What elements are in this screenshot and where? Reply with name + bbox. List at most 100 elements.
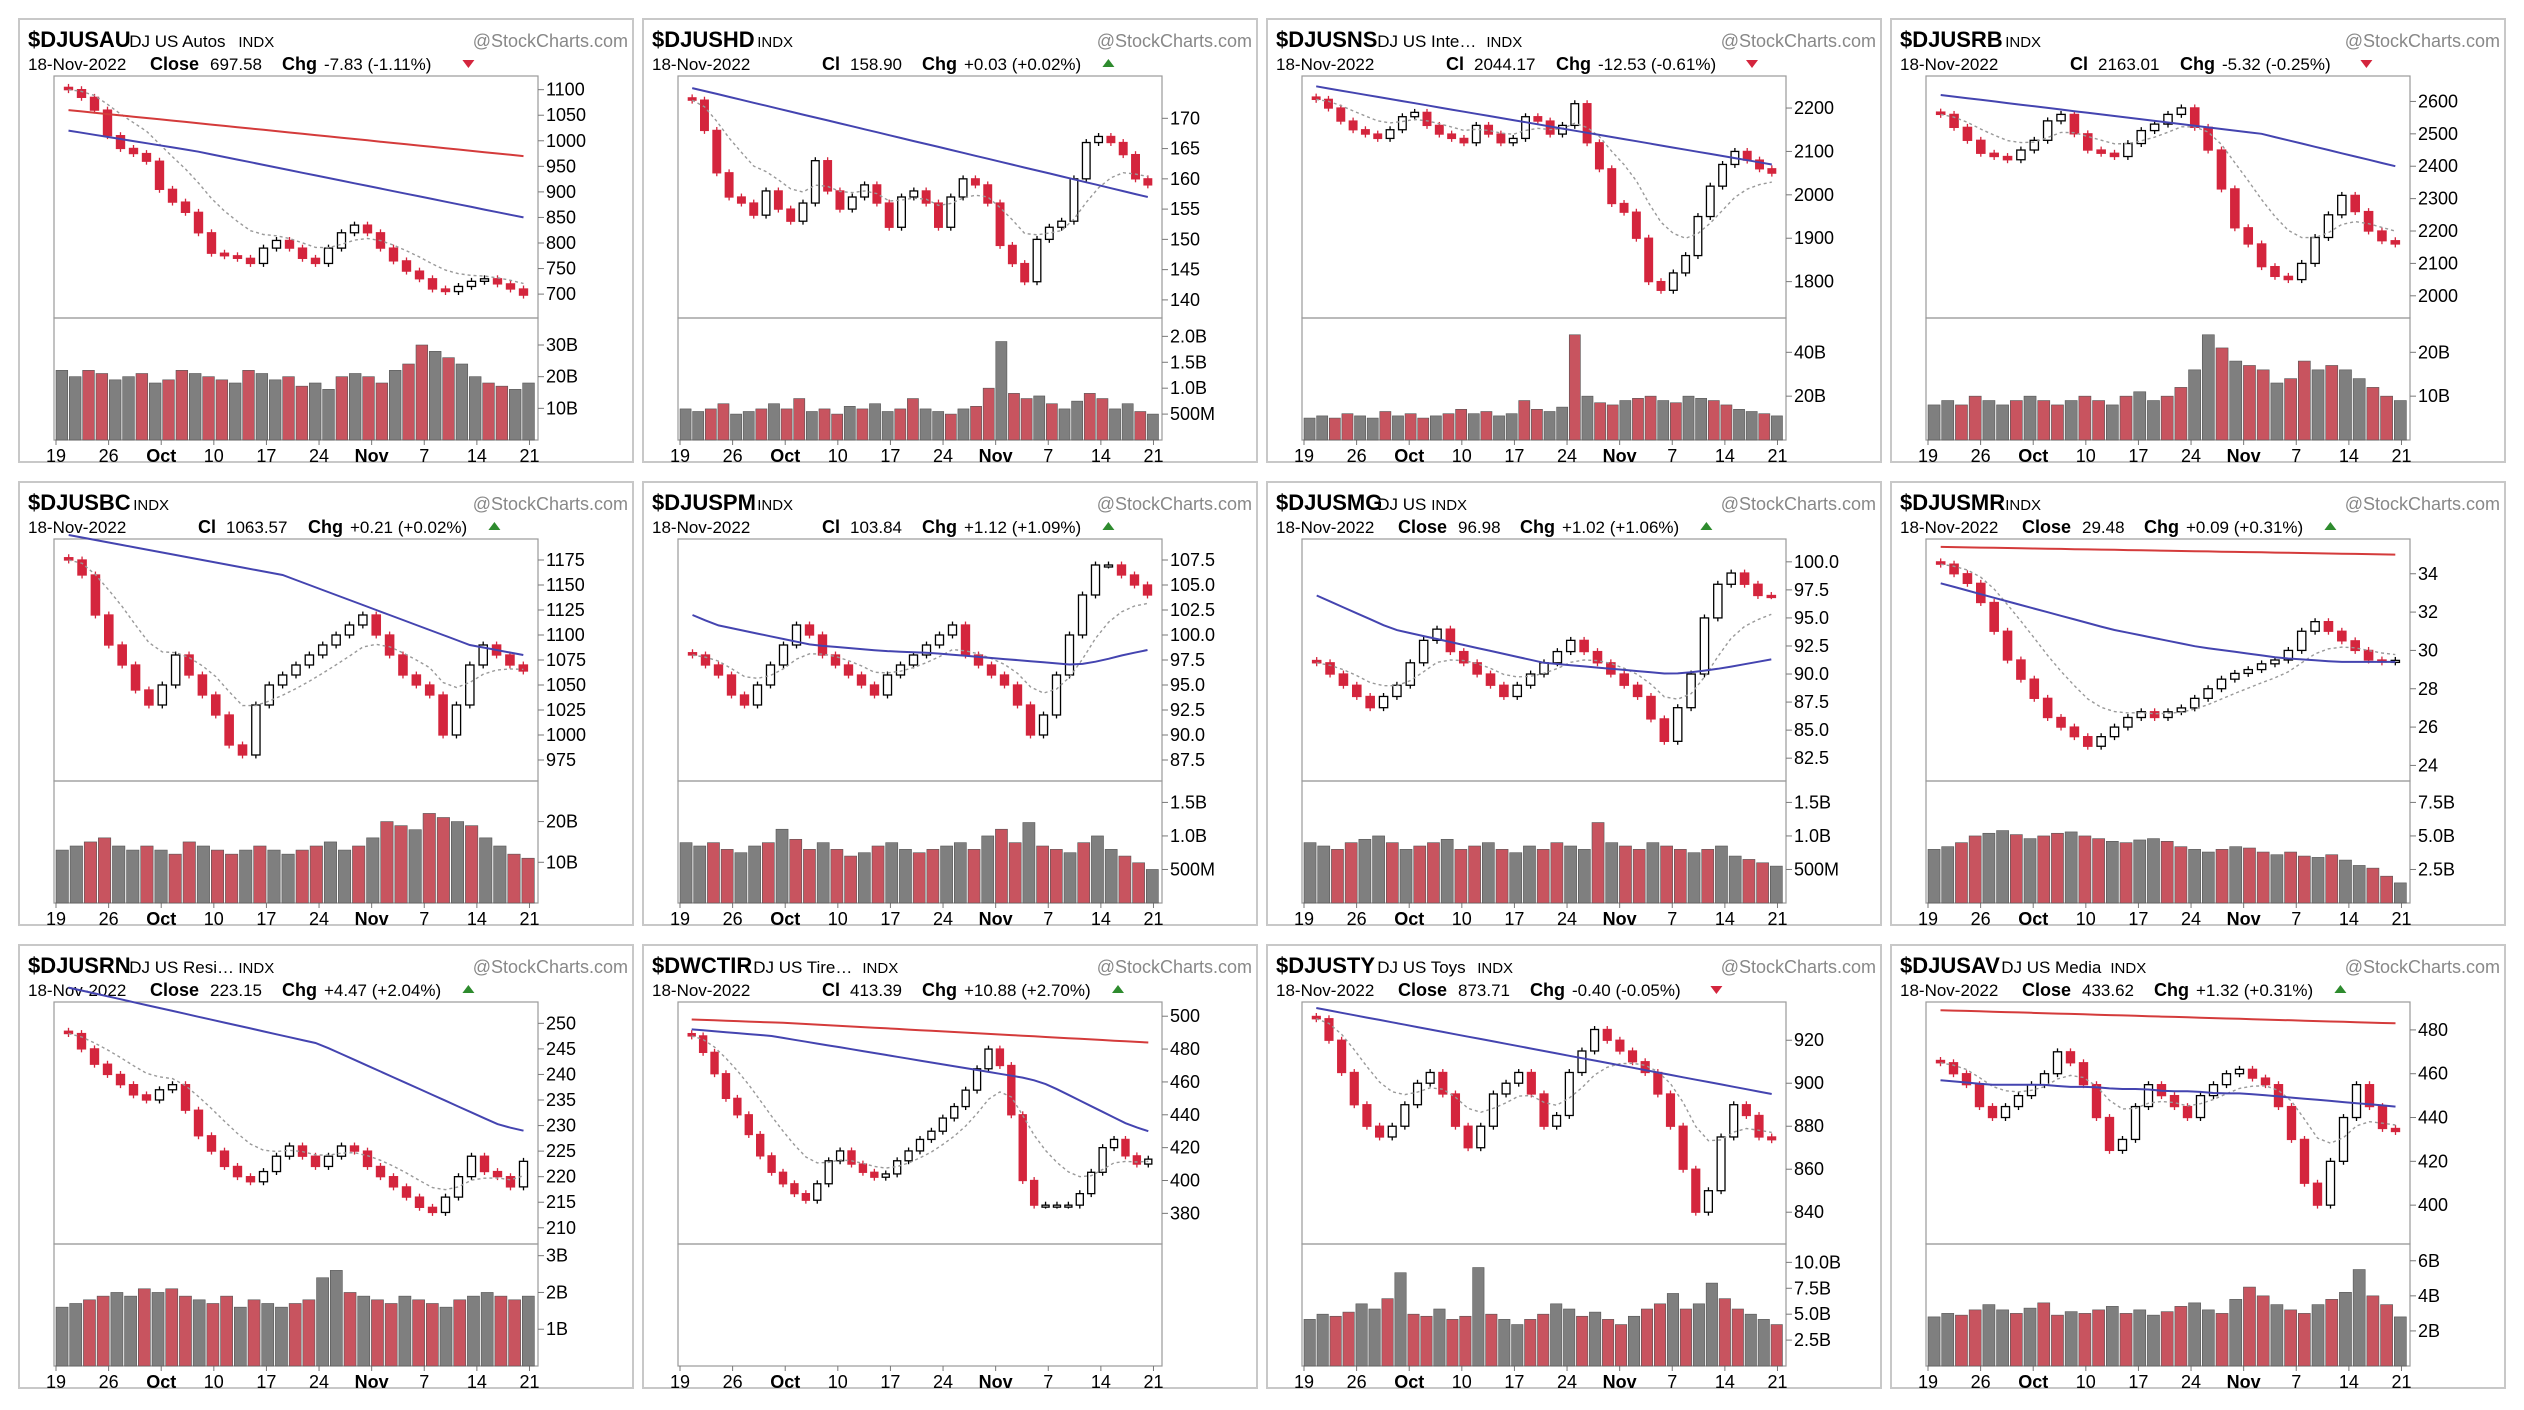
close-value: 223.15 [210,981,262,1000]
chart-panel-djushd[interactable]: $DJUSHD INDX @StockCharts.com 18-Nov-2022 Cl… [642,18,1258,465]
x-tick-label: 17 [1504,909,1524,928]
volume-bar [1968,835,1982,904]
chg-label: Chg [282,980,317,1000]
chart-panel-dwctir[interactable]: $DWCTIR DJ US Tire… INDX @StockCharts.com 18… [642,944,1258,1391]
volume-bar [1049,849,1063,904]
volume-bar [2201,851,2215,904]
candle-body [904,1150,913,1162]
candle-body [2013,1094,2024,1108]
chart-index-type: INDX [1486,34,1522,51]
chart-panel-djusmr[interactable]: $DJUSMR INDX @StockCharts.com 18-Nov-2022 Cl… [1890,481,2506,928]
volume-bar [912,852,926,904]
candle-body [1962,573,1973,584]
volume-bar [1941,1313,1955,1367]
chart-panel-djuspm[interactable]: $DJUSPM INDX @StockCharts.com 18-Nov-2022 Cl… [642,481,1258,928]
volume-bar [1619,400,1632,441]
price-tick-label: 460 [1170,1072,1200,1092]
volume-tick-label: 3B [546,1246,568,1266]
chart-panel-djusty[interactable]: $DJUSTY DJ US Toys INDX @StockCharts.com 18-… [1266,944,1882,1391]
price-tick-label: 900 [546,182,576,202]
chart-panel-djusau[interactable]: $DJUSAU DJ US Autos INDX @StockCharts.com 18… [18,18,634,465]
volume-tick-label: 10B [546,398,578,418]
x-tick-label: 21 [1767,446,1787,465]
volume-tick-label: 7.5B [1794,1278,1831,1298]
candle-body [1681,254,1691,274]
chart-panel-djusrn[interactable]: $DJUSRN DJ US Resi… INDX @StockCharts.com 18… [18,944,634,1391]
volume-bar [109,379,122,441]
chart-panel-djusav[interactable]: $DJUSAV DJ US Media INDX @StockCharts.com 18… [1890,944,2506,1391]
candle-body [761,190,771,216]
candle-body [197,674,208,696]
volume-bar [720,849,734,904]
chart-panel-djusbc[interactable]: $DJUSBC INDX @StockCharts.com 18-Nov-2022 Cl… [18,481,634,928]
candle-body [897,196,906,228]
x-tick-label: 14 [467,909,487,928]
chart-date: 18-Nov-2022 [1276,55,1374,74]
volume-bar [1509,852,1523,904]
candle-body [884,202,894,228]
volume-bar [1769,865,1783,904]
volume-bar [2023,1307,2037,1367]
candle-body [128,147,139,155]
volume-bar [253,845,267,904]
candle-body [1607,168,1617,205]
close-value: 433.62 [2082,981,2134,1000]
volume-bar [469,376,482,441]
x-tick-label: Oct [146,446,176,465]
candle-body [180,201,191,213]
price-tick-label: 380 [1170,1203,1200,1223]
volume-bar [1927,1316,1941,1367]
candle-body [2136,711,2147,719]
volume-bar [55,370,69,441]
chart-panel-djusmg[interactable]: $DJUSMG DJ US INDX @StockCharts.com 18-Nov-2… [1266,481,1882,928]
candle-body [284,239,295,249]
x-tick-label: 19 [670,909,690,928]
candle-body [2377,230,2387,242]
x-tick-label: 19 [670,446,690,465]
ema-line [1940,1062,2396,1144]
volume-bar [69,1303,83,1367]
volume-bar [175,370,189,441]
volume-bar [1531,409,1543,441]
volume-bar [2325,365,2339,441]
candle-body [1577,1050,1587,1074]
price-tick-label: 920 [1794,1030,1824,1050]
volume-bar [1495,849,1509,904]
close-value: 96.98 [1458,518,1501,537]
price-tick-label: 92.5 [1794,636,1829,656]
price-tick-label: 26 [2418,717,2438,737]
volume-bar [408,829,422,904]
sma200-line [1940,1009,2396,1025]
volume-bar [1644,395,1657,441]
volume-tick-label: 20B [546,812,578,832]
x-tick-label: 17 [880,1372,900,1391]
candle-body [736,196,746,204]
close-label: Close [2022,980,2071,1000]
candle-body [2123,142,2133,158]
chart-symbol: $DJUSHD [652,27,755,52]
chart-panel-djusns[interactable]: $DJUSNS DJ US Inte… INDX @StockCharts.com 18… [1266,18,1882,465]
x-tick-label: 7 [419,1372,429,1391]
candle-body [1336,107,1346,122]
volume-bar [953,842,967,904]
volume-bar [110,1292,124,1367]
volume-bar [182,841,196,904]
sma50-line [1940,582,2396,663]
candle-body [388,247,399,262]
volume-bar [926,849,940,904]
candle-body [1539,662,1549,675]
x-tick-label: 21 [2391,909,2411,928]
volume-tick-label: 40B [1794,342,1826,362]
x-tick-label: 19 [1294,1372,1314,1391]
volume-bar [995,341,1008,441]
candle-body [1632,684,1643,698]
volume-bar [679,408,692,441]
chart-panel-djusrb[interactable]: $DJUSRB INDX @StockCharts.com 18-Nov-2022 Cl… [1890,18,2506,465]
chg-label: Chg [308,517,343,537]
volume-tick-label: 7.5B [2418,792,2455,812]
chart-svg: $DJUSBC INDX @StockCharts.com 18-Nov-2022 Cl… [28,490,628,928]
price-tick-label: 400 [1170,1171,1200,1191]
candle-body [128,1084,139,1096]
candle-body [1987,1105,1998,1119]
candle-body [1741,1104,1751,1117]
